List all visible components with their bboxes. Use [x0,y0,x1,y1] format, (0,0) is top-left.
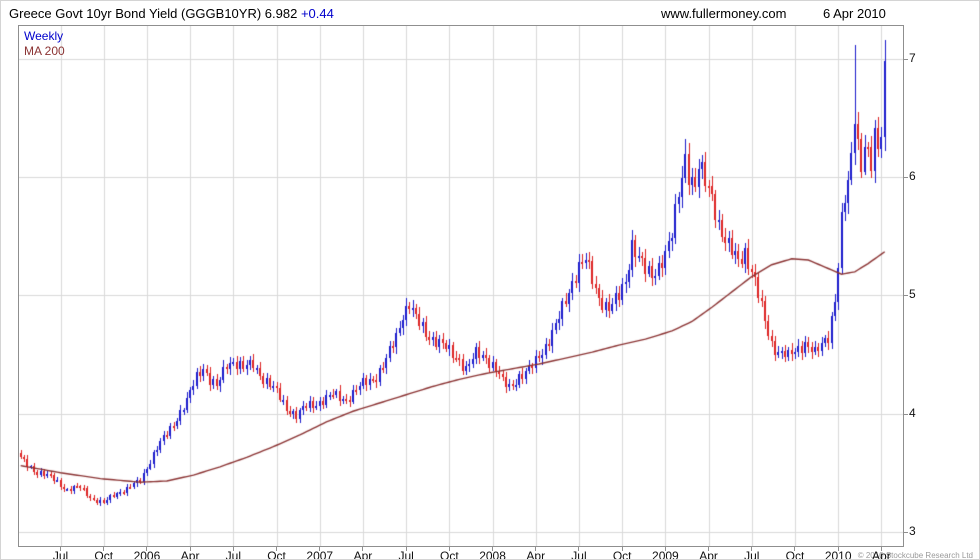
y-axis-tick [904,532,908,533]
price-chart-canvas [19,26,903,546]
date-text: 6 Apr 2010 [823,6,886,21]
x-axis-label: Oct [94,549,114,560]
x-axis-tick [319,547,321,551]
x-axis-label: Apr [526,549,546,560]
y-axis-label: 4 [909,405,916,420]
header-title-group: Greece Govt 10yr Bond Yield (GGGB10YR) 6… [9,6,334,21]
x-axis-label: Apr [353,549,373,560]
last-price: 6.982 [264,6,298,21]
y-axis-label: 7 [909,51,916,66]
y-axis-label: 5 [909,287,916,302]
x-axis-tick [751,547,753,551]
price-change: +0.44 [300,6,334,21]
x-axis-label: Oct [785,549,805,560]
x-axis-label: Jul [52,549,69,560]
x-axis-tick [578,547,580,551]
x-axis-label: Jul [225,549,242,560]
x-axis-tick [535,547,537,551]
x-axis-label: Apr [699,549,718,560]
x-axis-tick [103,547,105,551]
x-axis-tick [621,547,623,551]
x-axis-tick [189,547,191,551]
x-axis-label: Jul [744,549,760,560]
chart-title: Greece Govt 10yr Bond Yield (GGGB10YR) [9,6,262,21]
y-axis-tick [904,59,908,60]
x-axis-tick [232,547,234,551]
x-axis-tick [794,547,796,551]
x-axis-label: Apr [180,549,200,560]
y-axis-tick [904,414,908,415]
y-axis-tick [904,295,908,296]
x-axis-label: Apr [872,549,891,560]
x-axis-tick [880,547,882,551]
x-axis-label: Oct [612,549,632,560]
x-axis-tick [146,547,148,551]
copyright-text: © 2010 Stockcube Research Ltd [857,551,973,560]
chart-legend: Weekly MA 200 [24,29,65,59]
x-axis-label: 2010 [824,549,852,560]
legend-ma-label: MA 200 [24,44,65,58]
legend-weekly-label: Weekly [24,29,64,43]
x-axis-tick [492,547,494,551]
x-axis-label: 2009 [652,549,679,560]
x-axis-label: Oct [440,549,459,560]
x-axis-tick [362,547,364,551]
x-axis-tick [60,547,62,551]
x-axis-tick [405,547,407,551]
y-axis-tick [904,177,908,178]
x-axis-label: Oct [267,549,286,560]
x-axis-tick [708,547,710,551]
x-axis-tick [276,547,278,551]
y-axis-label: 6 [909,169,916,184]
x-axis-label: 2006 [133,549,161,560]
x-axis-tick [837,547,839,551]
x-axis-label: Jul [398,549,414,560]
x-axis-tick [448,547,450,551]
website-text: www.fullermoney.com [661,6,787,21]
x-axis-label: Jul [571,549,587,560]
x-axis-label: 2008 [479,549,506,560]
x-axis-tick [664,547,666,551]
x-axis-label: 2007 [306,549,334,560]
y-axis-label: 3 [909,523,916,538]
